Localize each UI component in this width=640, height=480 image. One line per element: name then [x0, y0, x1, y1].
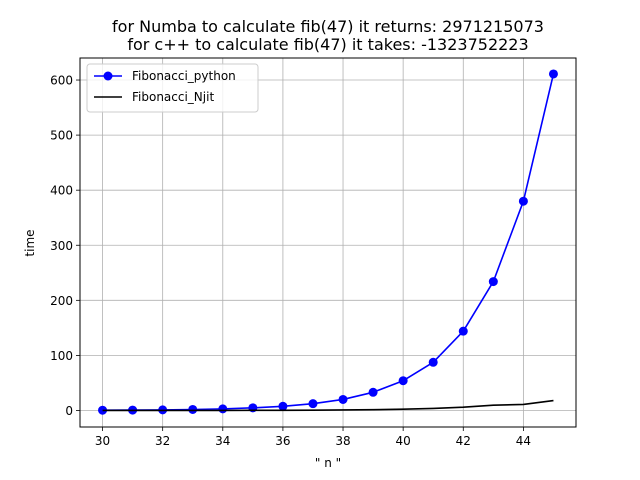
y-tick-label: 300	[50, 239, 73, 253]
x-tick-label: 32	[155, 434, 170, 448]
chart-title-line-2: for c++ to calculate fib(47) it takes: -…	[127, 35, 528, 54]
series-line-fibonacci-njit	[102, 399, 554, 412]
data-point-fibonacci-python	[428, 357, 438, 367]
grid-layer	[80, 58, 576, 427]
x-tick-label: 42	[456, 434, 471, 448]
legend-marker-fibonacci-python	[103, 71, 113, 81]
ticks-layer: 30 32 34 36 38 40 42 44 0 100 200 300 400 500 600	[50, 74, 531, 448]
y-tick-label: 0	[65, 404, 73, 418]
data-point-fibonacci-python	[488, 277, 498, 287]
x-tick-label: 34	[215, 434, 230, 448]
data-point-fibonacci-python	[218, 404, 228, 414]
chart-title-line-1: for Numba to calculate fib(47) it return…	[112, 17, 544, 36]
data-point-fibonacci-python	[278, 401, 288, 411]
y-tick-label: 200	[50, 294, 73, 308]
plot-frame	[79, 57, 577, 428]
y-tick-label: 400	[50, 184, 73, 198]
legend-label-fibonacci-python: Fibonacci_python	[132, 69, 236, 83]
data-point-fibonacci-python	[548, 69, 558, 79]
legend-box	[86, 63, 259, 113]
legend-label-fibonacci-njit: Fibonacci_Njit	[132, 90, 214, 104]
y-tick-label: 500	[50, 129, 73, 143]
data-point-fibonacci-python	[398, 376, 408, 386]
y-axis-label: time	[23, 229, 37, 256]
data-point-fibonacci-python	[458, 326, 468, 336]
x-tick-label: 38	[335, 434, 350, 448]
x-axis-label: " n "	[315, 456, 341, 470]
x-tick-label: 30	[95, 434, 110, 448]
data-point-fibonacci-python	[98, 405, 108, 415]
series-line-fibonacci-python	[102, 73, 555, 412]
series-layer	[98, 69, 558, 415]
legend: Fibonacci_python Fibonacci_Njit	[86, 63, 259, 113]
data-point-fibonacci-python	[188, 404, 198, 414]
x-tick-label: 40	[396, 434, 411, 448]
data-point-fibonacci-python	[368, 387, 378, 397]
data-point-fibonacci-python	[338, 394, 348, 404]
x-tick-label: 36	[275, 434, 290, 448]
y-tick-label: 600	[50, 74, 73, 88]
y-tick-label: 100	[50, 349, 73, 363]
data-point-fibonacci-python	[518, 196, 528, 206]
data-point-fibonacci-python	[308, 399, 318, 409]
x-tick-label: 44	[516, 434, 531, 448]
